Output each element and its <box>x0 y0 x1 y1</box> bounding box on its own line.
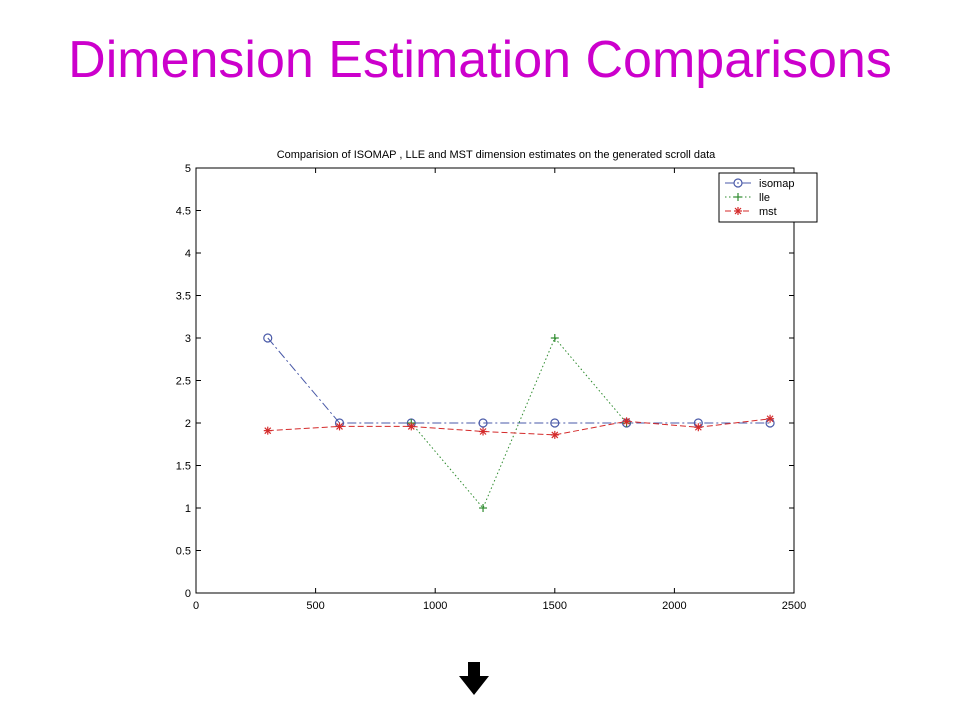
data-point-mst <box>550 430 559 439</box>
y-tick-label: 2.5 <box>176 376 191 388</box>
data-point-mst <box>407 422 416 431</box>
data-point-mst <box>622 417 631 426</box>
data-point-isomap <box>263 333 273 343</box>
series-line-isomap <box>267 337 771 424</box>
y-tick-label: 4.5 <box>176 206 191 218</box>
down-arrow-icon <box>459 662 489 695</box>
slide-title: Dimension Estimation Comparisons <box>68 31 892 89</box>
x-tick-label: 2500 <box>782 600 806 612</box>
data-point-mst <box>694 423 703 432</box>
plot-area <box>195 167 795 594</box>
legend-marker-isomap <box>733 178 743 188</box>
data-point-isomap <box>550 418 560 428</box>
data-point-lle <box>550 334 559 342</box>
legend-label: lle <box>759 192 770 204</box>
legend-marker-mst <box>734 207 742 215</box>
y-tick-label: 3 <box>185 333 191 345</box>
x-tick-label: 0 <box>193 600 199 612</box>
y-tick-label: 5 <box>185 163 191 175</box>
chart-title: Comparision of ISOMAP , LLE and MST dime… <box>277 149 716 161</box>
series-line-mst <box>267 418 771 436</box>
legend: isomap lle mst <box>718 172 818 223</box>
y-tick-label: 0.5 <box>176 546 191 558</box>
y-tick-label: 1.5 <box>176 461 191 473</box>
legend-marker-lle <box>734 193 742 201</box>
y-tick-label: 4 <box>185 248 191 260</box>
legend-label: mst <box>759 206 777 218</box>
data-point-mst <box>263 426 272 435</box>
x-tick-label: 1000 <box>423 600 447 612</box>
x-tick-label: 1500 <box>543 600 567 612</box>
x-tick-label: 2000 <box>662 600 686 612</box>
data-point-isomap <box>478 418 488 428</box>
x-tick-label: 500 <box>306 600 324 612</box>
y-tick-label: 3.5 <box>176 291 191 303</box>
y-tick-label: 1 <box>185 503 191 515</box>
data-point-mst <box>335 422 344 431</box>
data-point-lle <box>479 504 488 512</box>
data-point-mst <box>766 414 775 423</box>
legend-label: isomap <box>759 178 794 190</box>
y-tick-label: 2 <box>185 418 191 430</box>
y-tick-label: 0 <box>185 588 191 600</box>
data-point-mst <box>479 427 488 436</box>
